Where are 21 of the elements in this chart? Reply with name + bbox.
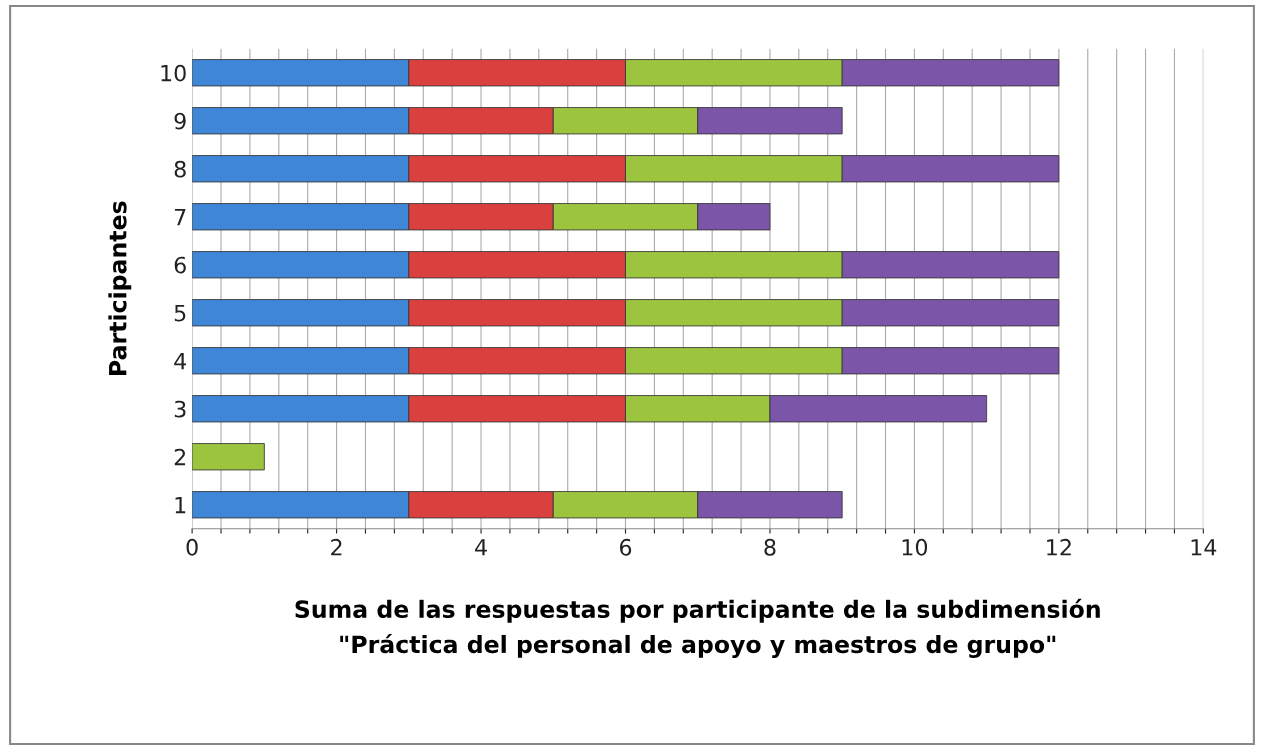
y-axis-title: Participantes (108, 201, 132, 375)
y-tick-label: 8 (174, 160, 186, 178)
y-tick-label: 6 (174, 256, 186, 274)
y-tick-label: 10 (161, 64, 186, 82)
x-tick-label: 14 (1191, 539, 1217, 556)
y-tick-label: 1 (175, 496, 186, 514)
y-tick-label: 4 (174, 352, 187, 370)
x-tick-label: 0 (186, 538, 198, 556)
x-tick-label: 12 (1047, 538, 1071, 556)
y-tick-label: 3 (174, 400, 186, 418)
x-tick-label: 10 (902, 538, 928, 556)
x-tick-label: 8 (764, 538, 776, 556)
x-axis-title: Suma de las respuestas por participante de la subdimensión "Práctica del personal de apoyo y maestros de grupo" (295, 598, 1100, 658)
x-tick-label: 4 (475, 539, 487, 556)
x-tick-label: 2 (331, 538, 342, 556)
y-tick-label: 9 (174, 112, 186, 130)
x-tick-label: 6 (619, 538, 632, 556)
bar (192, 443, 265, 471)
y-tick-label: 2 (174, 448, 186, 466)
y-tick-label: 7 (174, 208, 186, 226)
y-tick-label: 5 (174, 304, 186, 322)
